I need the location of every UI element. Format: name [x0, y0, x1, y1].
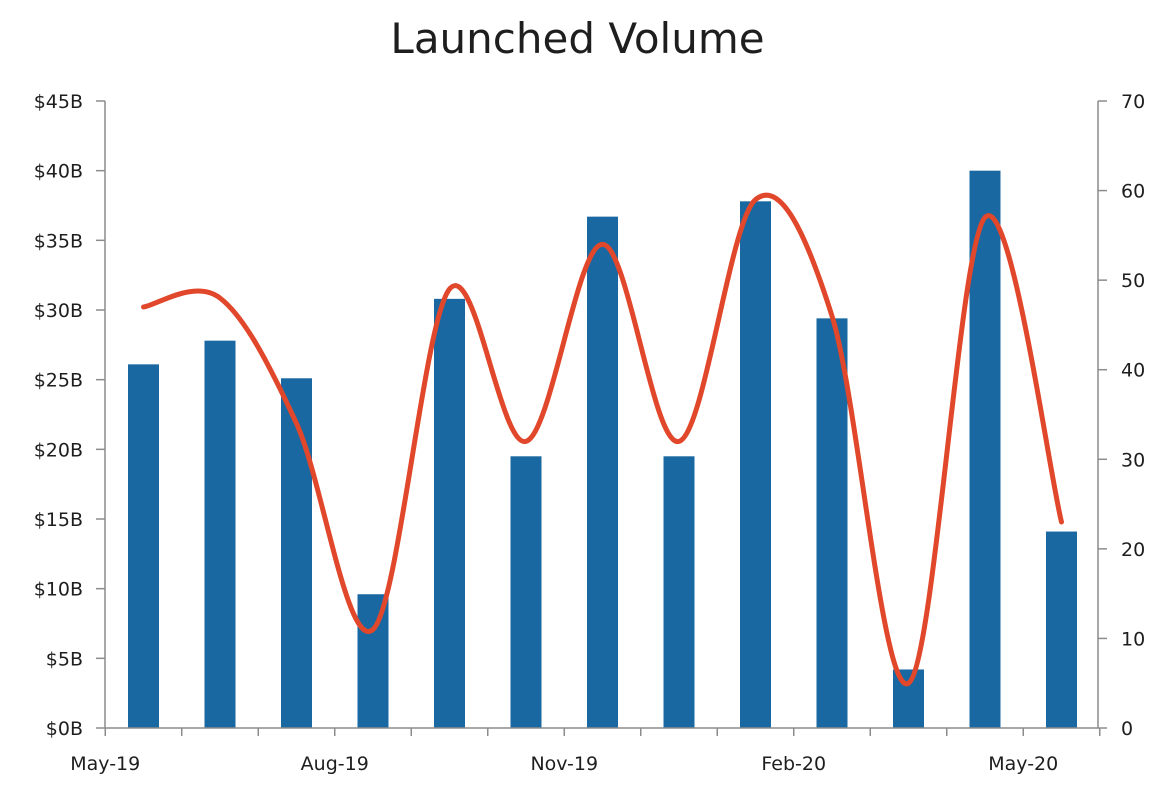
bar-Apr-20: [969, 170, 1001, 728]
axes-group: $0B $5B $10B $15B $20B $25B $30B $35B $40B $45B 0 1…: [34, 91, 1146, 775]
bar-May-20: [1046, 531, 1077, 728]
x-tick-label: May-19: [70, 753, 140, 775]
chart-title: Launched Volume: [390, 14, 765, 63]
bar-Sep-19: [434, 298, 465, 728]
right-tick-label: 70: [1121, 91, 1145, 113]
right-tick-label: 30: [1121, 449, 1145, 471]
count-line: [141, 192, 1064, 686]
x-tick-label: Nov-19: [530, 753, 598, 775]
left-tick-label: $15B: [34, 509, 83, 531]
right-tick-label: 60: [1121, 181, 1145, 203]
left-tick-label: $45B: [34, 91, 83, 113]
left-tick-label: $25B: [34, 370, 83, 392]
bar-Jan-20: [740, 201, 771, 728]
left-tick-label: $35B: [34, 230, 83, 252]
bar-Dec-19: [663, 456, 695, 728]
bar-Oct-19: [510, 456, 542, 728]
right-tick-label: 50: [1121, 270, 1145, 292]
right-tick-label: 40: [1121, 360, 1145, 382]
line-group: [141, 192, 1064, 686]
right-tick-label: 20: [1121, 539, 1145, 561]
bar-Aug-19: [357, 594, 389, 728]
bar-Feb-20: [816, 318, 848, 728]
left-tick-label: $20B: [34, 439, 83, 461]
x-tick-label: Aug-19: [301, 753, 369, 775]
left-tick-label: $5B: [46, 648, 83, 670]
bar-Jun-19: [204, 340, 236, 728]
right-tick-label: 10: [1121, 628, 1145, 650]
x-tick-label: Feb-20: [761, 753, 826, 775]
left-tick-label: $0B: [46, 718, 83, 740]
bars-group: [128, 170, 1077, 728]
bar-Nov-19: [587, 216, 618, 728]
left-tick-label: $10B: [34, 579, 83, 601]
left-tick-label: $30B: [34, 300, 83, 322]
x-tick-label: May-20: [988, 753, 1058, 775]
right-tick-label: 0: [1121, 718, 1133, 740]
left-tick-label: $40B: [34, 161, 83, 183]
bar-Jul-19: [281, 378, 312, 728]
bar-May-19: [128, 364, 159, 728]
